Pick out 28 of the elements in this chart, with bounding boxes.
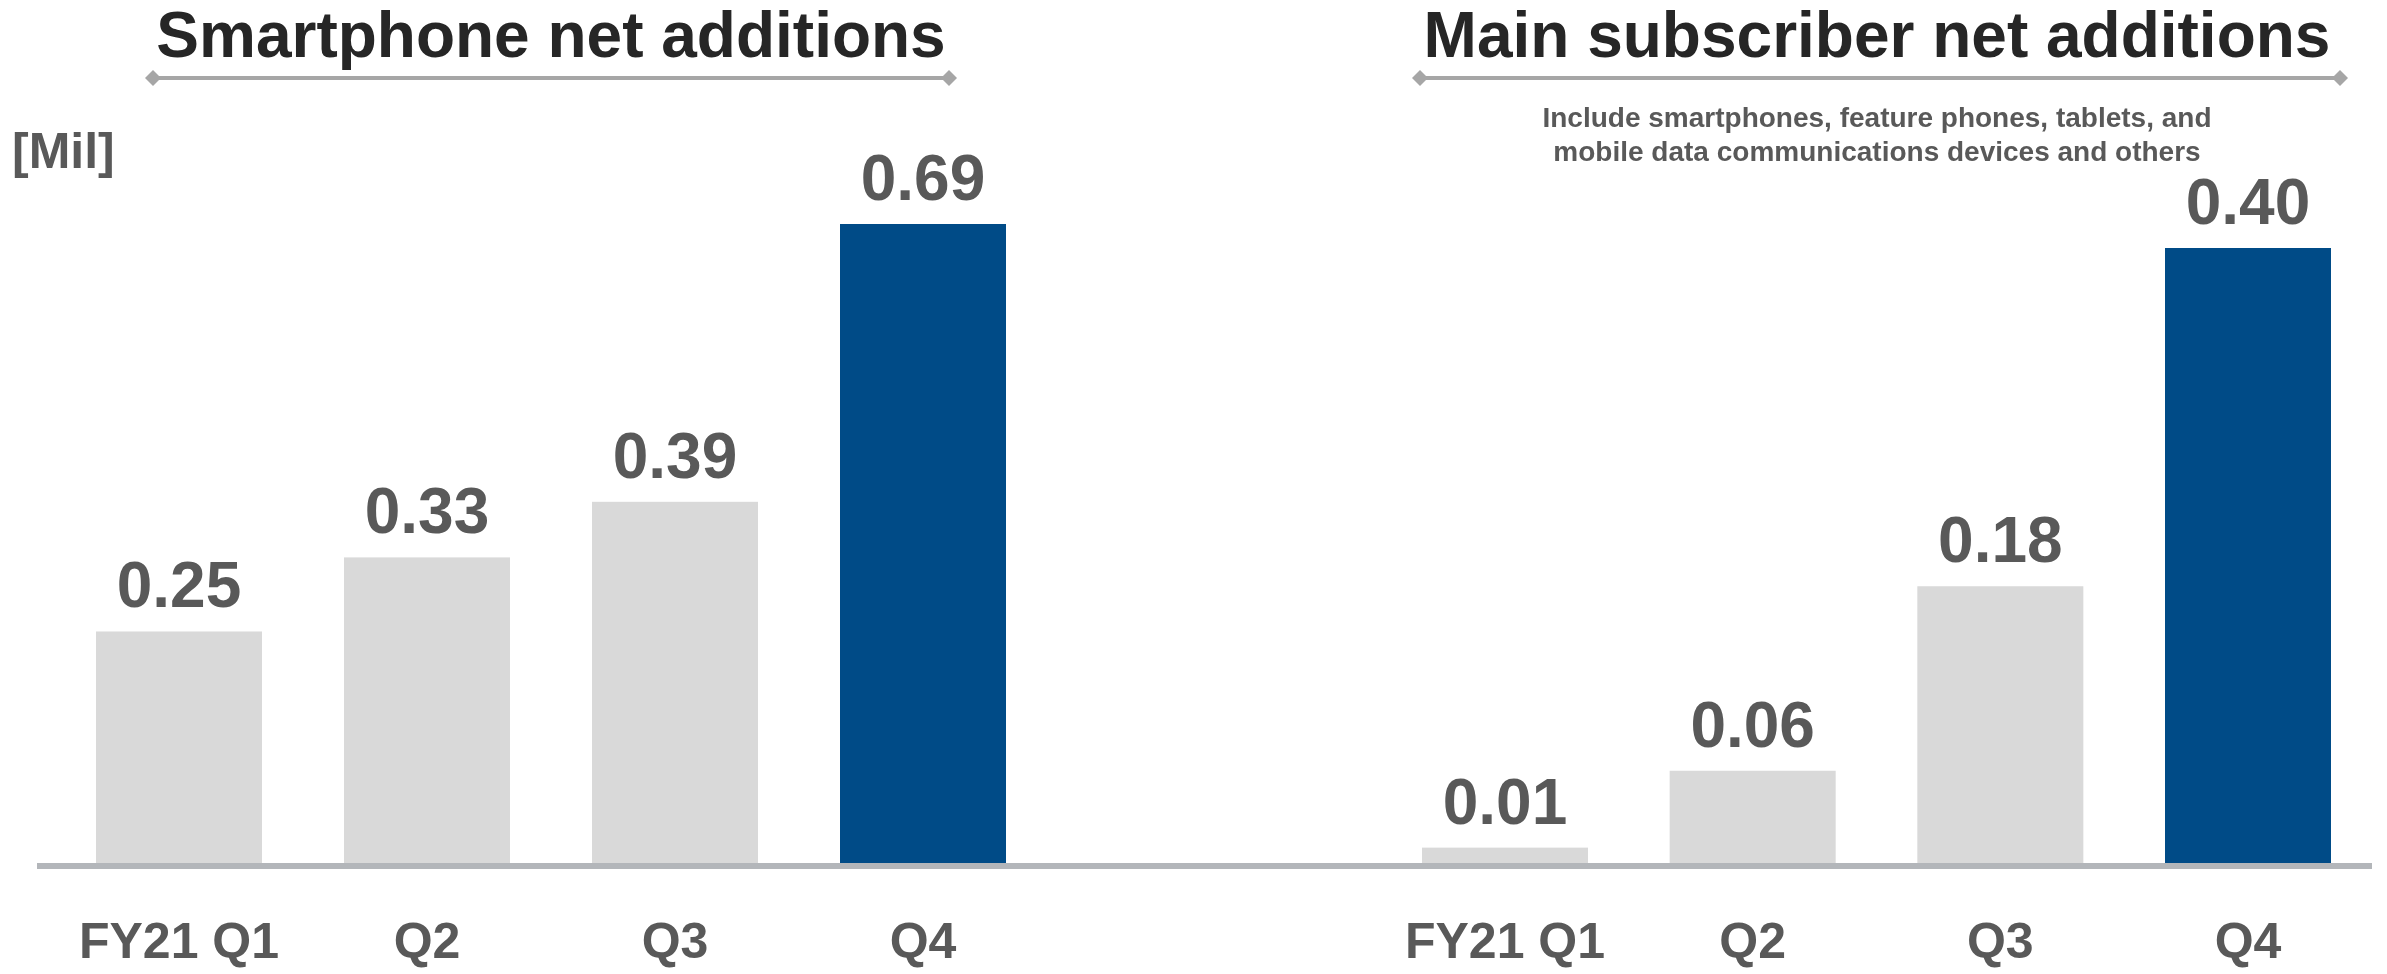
data-label: 0.69 [860,142,986,214]
data-label: 0.18 [1938,504,2063,577]
y-axis-title: [Mil] [12,123,115,179]
bar [344,557,510,863]
chart-subtitle: Include smartphones, feature phones, tablets, and mobile data communications devices and others [1542,102,2212,167]
x-tick-label: Q4 [889,913,957,969]
x-tick-label: FY21 Q1 [1404,913,1606,969]
bar [96,631,262,863]
bar [1917,586,2084,863]
bar [2165,248,2331,863]
bar [840,224,1006,863]
x-tick-label: Q3 [641,913,709,969]
data-label: 0.06 [1690,688,1815,761]
x-tick-label: Q4 [2214,913,2282,969]
chart-title: Smartphone net additions [156,0,946,71]
x-tick-label: FY21 Q1 [78,913,280,969]
x-tick-label: Q3 [1966,913,2034,969]
data-label: 0.01 [1442,765,1568,838]
data-label: 0.33 [364,475,490,548]
bar [1422,847,1588,863]
data-label: 0.40 [2185,166,2311,238]
data-label: 0.25 [116,549,242,622]
data-label: 0.39 [612,419,738,492]
x-tick-label: Q2 [393,913,461,969]
bar [592,501,758,863]
x-tick-label: Q2 [1719,913,1787,969]
bar [1669,770,1836,863]
chart-title: Main subscriber net additions [1423,0,2331,71]
